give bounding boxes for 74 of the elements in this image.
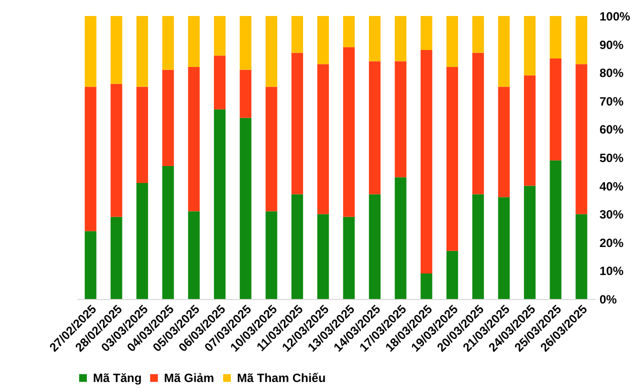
bar — [110, 216, 122, 299]
y-tick-label: 90% — [600, 38, 624, 52]
bar — [498, 86, 510, 198]
bar — [266, 16, 278, 87]
bar — [110, 84, 122, 217]
bar — [524, 16, 536, 76]
bar — [446, 16, 458, 67]
bar — [550, 160, 562, 299]
bar — [110, 16, 122, 84]
bar — [498, 197, 510, 299]
bar — [394, 61, 406, 178]
bar — [576, 64, 588, 214]
bar — [136, 86, 148, 183]
bar — [498, 16, 510, 87]
bar — [240, 70, 252, 118]
bar — [266, 211, 278, 299]
bar — [84, 16, 96, 87]
bar — [576, 214, 588, 299]
bar — [188, 211, 200, 299]
bar — [136, 16, 148, 87]
bar — [524, 75, 536, 186]
bar — [394, 16, 406, 62]
bar — [524, 186, 536, 299]
bar — [550, 58, 562, 160]
y-tick-label: 30% — [600, 208, 624, 222]
bar — [368, 16, 381, 62]
bar — [214, 16, 226, 56]
bar — [84, 231, 96, 299]
bar — [576, 16, 588, 64]
bar — [472, 16, 484, 53]
bar — [291, 52, 304, 194]
y-tick-label: 100% — [600, 10, 631, 24]
bar — [188, 66, 200, 212]
bar — [240, 16, 252, 70]
bar — [343, 216, 355, 299]
y-tick-label: 80% — [600, 66, 624, 80]
bar — [240, 118, 252, 299]
legend-label: Mã Giảm — [164, 371, 214, 385]
bar — [368, 61, 381, 194]
bar — [214, 109, 226, 299]
bar — [136, 182, 148, 299]
bar — [420, 16, 432, 50]
bar — [266, 86, 278, 212]
bar — [162, 16, 174, 70]
legend-label: Mã Tham Chiếu — [237, 371, 326, 385]
bar — [317, 214, 329, 299]
y-tick-label: 50% — [600, 151, 624, 165]
bar — [162, 70, 174, 166]
y-tick-label: 0% — [600, 292, 618, 306]
bar — [368, 194, 381, 299]
bar — [84, 86, 96, 232]
y-tick-label: 20% — [600, 236, 624, 250]
bar — [420, 50, 432, 274]
bar — [291, 16, 304, 53]
bar — [343, 16, 355, 48]
legend-label: Mã Tăng — [93, 371, 142, 385]
bar — [394, 177, 406, 299]
bar — [317, 64, 329, 214]
y-tick-label: 70% — [600, 94, 624, 108]
bar — [343, 47, 355, 217]
bar — [317, 16, 329, 64]
bar — [446, 66, 458, 251]
y-tick-label: 10% — [600, 264, 624, 278]
bar — [472, 52, 484, 194]
bar — [472, 194, 484, 299]
y-tick-label: 60% — [600, 122, 624, 137]
bar — [188, 16, 200, 67]
bar — [291, 194, 304, 299]
bar — [162, 166, 174, 299]
bar — [446, 250, 458, 299]
bar — [420, 274, 432, 299]
y-tick-label: 40% — [600, 179, 624, 194]
bar — [550, 16, 562, 58]
bar — [214, 56, 226, 110]
